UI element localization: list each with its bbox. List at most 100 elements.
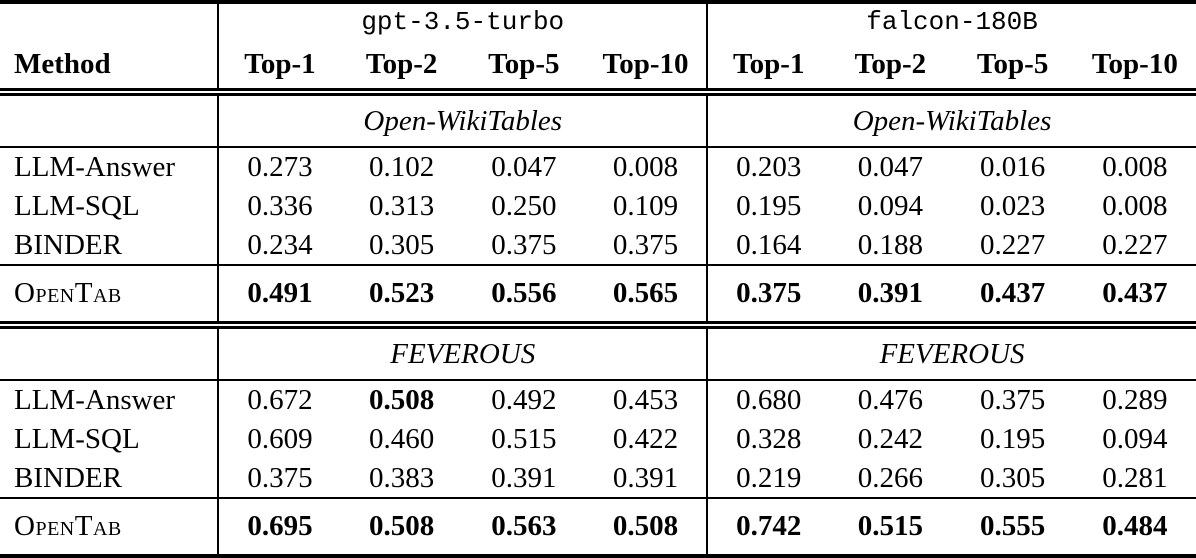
metric-value: 0.476 — [857, 384, 924, 417]
opentab-row: OpenTab 0.695 0.508 0.563 0.508 0.742 0.515 0.5… — [0, 498, 1196, 556]
dataset-label-row: FEVEROUS FEVEROUS — [0, 325, 1196, 381]
metric-value: 0.164 — [706, 225, 830, 266]
table-row-binder: BINDER 0.375 0.383 0.391 0.391 0.219 0.266 0.30… — [0, 458, 1196, 499]
metric-value: 0.195 — [706, 187, 830, 226]
section-feverous: FEVEROUS FEVEROUS LLM-Answer 0.672 0.508 0.49… — [0, 325, 1196, 556]
metric-value: 0.375 — [979, 384, 1046, 417]
metric-value: 0.227 — [1102, 228, 1168, 261]
section-open-wikitables: Open-WikiTables Open-WikiTables LLM-Answer… — [0, 92, 1196, 326]
method-name: BINDER — [14, 461, 122, 494]
dataset-label: FEVEROUS — [706, 325, 1196, 381]
metric-value: 0.375 — [612, 228, 679, 261]
dataset-label-spacer — [0, 92, 218, 147]
method-name: OpenTab — [14, 510, 122, 543]
metric-value: 0.672 — [217, 380, 341, 421]
metric-value: 0.094 — [857, 189, 924, 222]
table-row-binder: BINDER 0.234 0.305 0.375 0.375 0.164 0.188 0.22… — [0, 225, 1196, 266]
metric-value: 0.375 — [491, 228, 557, 261]
metric-value: 0.250 — [491, 189, 557, 222]
metric-value: 0.273 — [217, 147, 341, 188]
metric-value: 0.508 — [369, 510, 435, 543]
metric-value: 0.555 — [979, 510, 1046, 543]
metric-value: 0.695 — [217, 498, 341, 556]
metric-value: 0.453 — [612, 384, 679, 417]
metric-value: 0.680 — [706, 380, 830, 421]
metric-value: 0.336 — [217, 187, 341, 226]
metric-column-header: Top-5 — [976, 47, 1049, 80]
metric-value: 0.008 — [1102, 189, 1168, 222]
metric-value: 0.305 — [369, 228, 435, 261]
table-row-llm-answer: LLM-Answer 0.273 0.102 0.047 0.008 0.203 0.047… — [0, 147, 1196, 188]
metric-value: 0.313 — [369, 189, 435, 222]
metric-column-header: Top-1 — [706, 40, 830, 92]
opentab-row: OpenTab 0.491 0.523 0.556 0.565 0.375 0.391 0.4… — [0, 265, 1196, 326]
metric-value: 0.565 — [612, 277, 679, 310]
metric-value: 0.328 — [706, 420, 830, 459]
metric-value: 0.203 — [706, 147, 830, 188]
method-name: LLM-SQL — [14, 189, 140, 222]
metric-value: 0.508 — [612, 510, 679, 543]
metric-column-header: Top-5 — [488, 47, 560, 80]
metric-value: 0.437 — [1102, 277, 1168, 310]
metric-value: 0.383 — [369, 461, 435, 494]
metric-value: 0.515 — [857, 510, 924, 543]
dataset-label-spacer — [0, 325, 218, 380]
metric-value: 0.563 — [491, 510, 557, 543]
metric-value: 0.266 — [857, 461, 924, 494]
metric-value: 0.008 — [1102, 151, 1168, 184]
dataset-label: FEVEROUS — [217, 325, 708, 381]
metric-value: 0.242 — [857, 422, 924, 455]
dataset-label-row: Open-WikiTables Open-WikiTables — [0, 92, 1196, 148]
metric-value: 0.556 — [491, 277, 557, 310]
metric-value: 0.188 — [857, 228, 924, 261]
metric-value: 0.094 — [1102, 422, 1168, 455]
metric-header-row: Method Top-1 Top-2 Top-5 Top-10 Top-1 To… — [0, 40, 1196, 92]
metric-value: 0.227 — [979, 228, 1046, 261]
table-row-llm-sql: LLM-SQL 0.609 0.460 0.515 0.422 0.328 0.242 0.1… — [0, 420, 1196, 459]
metric-value: 0.289 — [1102, 384, 1168, 417]
metric-value: 0.492 — [491, 384, 557, 417]
metric-value: 0.195 — [979, 422, 1046, 455]
metric-value: 0.460 — [369, 422, 435, 455]
metric-value: 0.047 — [491, 151, 557, 184]
metric-value: 0.016 — [979, 151, 1046, 184]
metric-value: 0.523 — [369, 277, 435, 310]
metric-value: 0.391 — [857, 277, 924, 310]
metric-value: 0.102 — [369, 151, 435, 184]
method-name: OpenTab — [14, 277, 122, 310]
metric-column-header: Top-1 — [217, 40, 341, 92]
method-name: LLM-SQL — [14, 422, 140, 455]
metric-value: 0.219 — [706, 458, 830, 499]
model-group-header-falcon: falcon-180B — [706, 2, 1196, 40]
metric-value: 0.047 — [857, 151, 924, 184]
method-name: LLM-Answer — [14, 151, 176, 184]
metric-value: 0.391 — [612, 461, 679, 494]
metric-value: 0.305 — [979, 461, 1046, 494]
metric-value: 0.437 — [979, 277, 1046, 310]
metric-column-header: Top-10 — [602, 47, 689, 80]
method-name: BINDER — [14, 228, 122, 261]
metric-column-header: Top-2 — [854, 47, 927, 80]
method-name: LLM-Answer — [14, 384, 176, 417]
metric-value: 0.491 — [217, 265, 341, 326]
metric-value: 0.422 — [612, 422, 679, 455]
metric-value: 0.391 — [491, 461, 557, 494]
metric-value: 0.023 — [979, 189, 1046, 222]
metric-value: 0.375 — [217, 458, 341, 499]
metric-column-header: Top-10 — [1091, 47, 1178, 80]
metric-value: 0.508 — [369, 384, 435, 417]
metric-value: 0.742 — [706, 498, 830, 556]
metric-column-header: Top-2 — [365, 47, 438, 80]
metric-value: 0.008 — [612, 151, 679, 184]
metric-value: 0.281 — [1102, 461, 1168, 494]
metric-value: 0.109 — [612, 189, 679, 222]
metric-value: 0.609 — [217, 420, 341, 459]
table-row-llm-sql: LLM-SQL 0.336 0.313 0.250 0.109 0.195 0.094 0.0… — [0, 187, 1196, 226]
model-header-row: gpt-3.5-turbo falcon-180B — [0, 2, 1196, 40]
corner-spacer — [0, 2, 218, 40]
metric-value: 0.234 — [217, 225, 341, 266]
dataset-label: Open-WikiTables — [217, 92, 708, 148]
metric-value: 0.375 — [706, 265, 830, 326]
metric-value: 0.515 — [491, 422, 557, 455]
